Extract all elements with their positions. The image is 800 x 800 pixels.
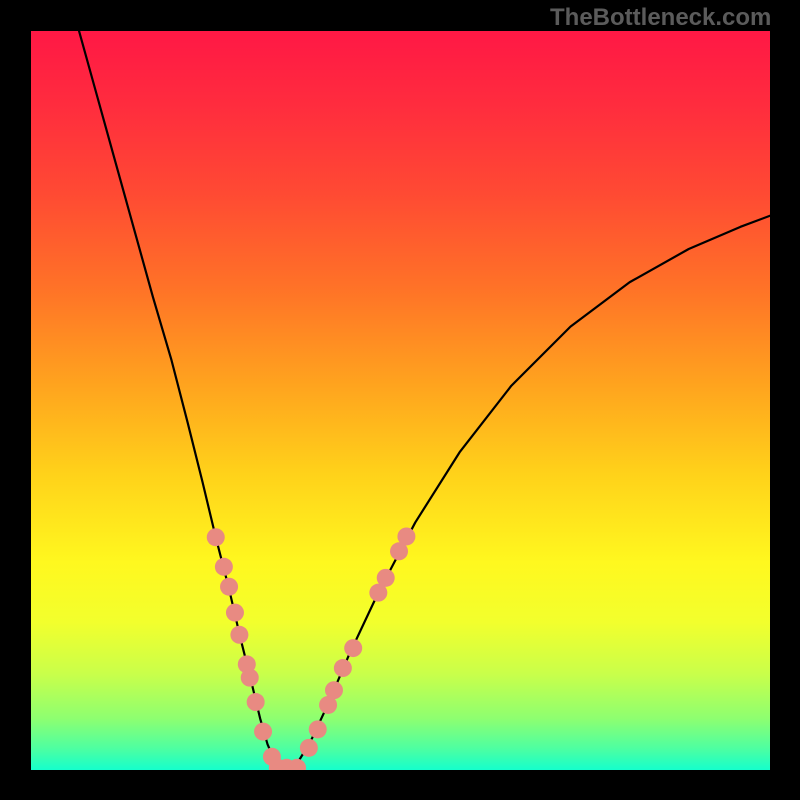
- watermark-label: TheBottleneck.com: [550, 4, 771, 32]
- plot-area: [31, 31, 770, 770]
- chart-container: TheBottleneck.com: [0, 0, 800, 800]
- plot-svg: [31, 31, 770, 770]
